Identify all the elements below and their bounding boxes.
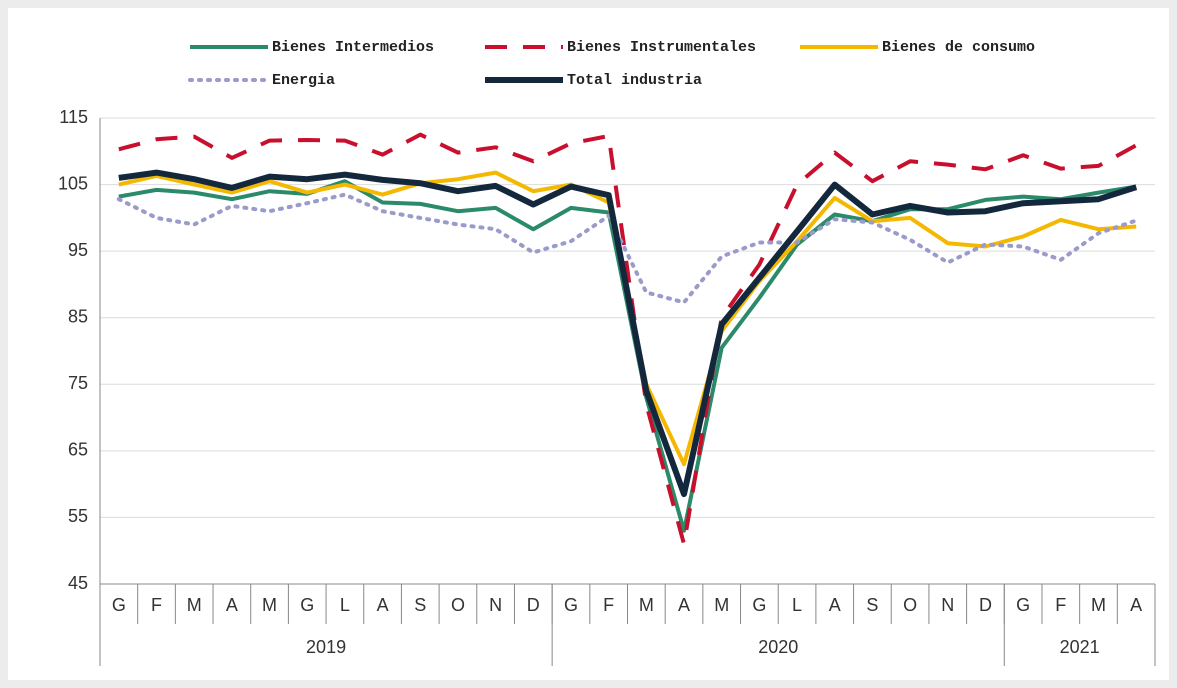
year-label: 2019 bbox=[306, 637, 346, 657]
year-label: 2021 bbox=[1060, 637, 1100, 657]
x-tick-label: G bbox=[752, 595, 766, 615]
x-tick-label: M bbox=[1091, 595, 1106, 615]
x-tick-label: O bbox=[903, 595, 917, 615]
x-tick-label: M bbox=[187, 595, 202, 615]
legend-label: Energia bbox=[272, 72, 335, 89]
x-tick-label: G bbox=[1016, 595, 1030, 615]
x-tick-label: D bbox=[979, 595, 992, 615]
x-tick-label: G bbox=[564, 595, 578, 615]
x-tick-label: A bbox=[1130, 595, 1142, 615]
x-tick-label: A bbox=[377, 595, 389, 615]
y-tick-label: 55 bbox=[68, 506, 88, 526]
x-tick-label: D bbox=[527, 595, 540, 615]
x-tick-label: G bbox=[300, 595, 314, 615]
x-tick-label: L bbox=[340, 595, 350, 615]
x-tick-label: M bbox=[639, 595, 654, 615]
x-tick-label: S bbox=[866, 595, 878, 615]
background bbox=[8, 8, 1169, 680]
x-tick-label: M bbox=[714, 595, 729, 615]
legend-label: Bienes Instrumentales bbox=[567, 39, 756, 56]
x-tick-label: G bbox=[112, 595, 126, 615]
x-tick-label: F bbox=[603, 595, 614, 615]
x-tick-label: F bbox=[1055, 595, 1066, 615]
x-tick-label: N bbox=[489, 595, 502, 615]
x-tick-label: A bbox=[226, 595, 238, 615]
y-tick-label: 115 bbox=[59, 107, 88, 127]
y-tick-label: 45 bbox=[68, 573, 88, 593]
series-line bbox=[116, 192, 1139, 305]
year-label: 2020 bbox=[758, 637, 798, 657]
series-line bbox=[118, 169, 1138, 498]
legend-label: Total industria bbox=[567, 72, 702, 89]
x-tick-label: F bbox=[151, 595, 162, 615]
y-tick-label: 85 bbox=[68, 306, 88, 326]
y-tick-label: 75 bbox=[68, 373, 88, 393]
x-tick-label: O bbox=[451, 595, 465, 615]
x-tick-label: N bbox=[941, 595, 954, 615]
x-tick-label: L bbox=[792, 595, 802, 615]
y-tick-label: 65 bbox=[68, 440, 88, 460]
series-line bbox=[118, 132, 1138, 547]
y-tick-label: 95 bbox=[68, 240, 88, 260]
legend-label: Bienes de consumo bbox=[882, 39, 1035, 56]
y-tick-label: 105 bbox=[58, 173, 88, 193]
x-tick-label: S bbox=[414, 595, 426, 615]
x-tick-label: A bbox=[829, 595, 841, 615]
x-tick-label: A bbox=[678, 595, 690, 615]
x-tick-label: M bbox=[262, 595, 277, 615]
legend-label: Bienes Intermedios bbox=[272, 39, 434, 56]
